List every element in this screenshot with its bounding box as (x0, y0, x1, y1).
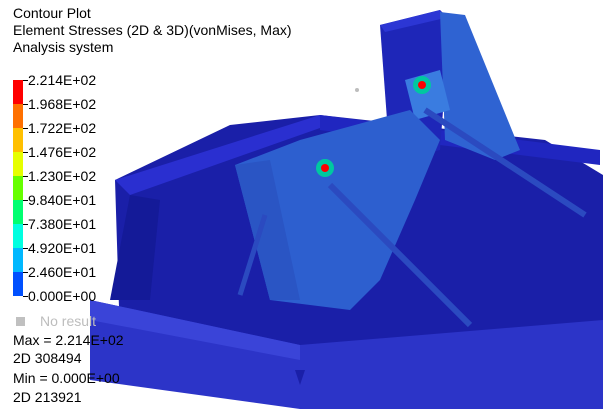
legend-tick-mark (23, 248, 28, 249)
legend-tick-mark (23, 176, 28, 177)
legend-swatch (13, 248, 23, 272)
analysis-system-label: Analysis system (13, 39, 114, 55)
legend-swatch (13, 80, 23, 104)
legend-tick-label: 1.722E+02 (28, 120, 97, 136)
legend-swatch (13, 152, 23, 176)
no-result-swatch (16, 317, 25, 326)
legend-swatch (13, 200, 23, 224)
legend-tick-label: 4.920E+01 (28, 240, 97, 256)
legend-swatch (13, 128, 23, 152)
legend-swatch (13, 224, 23, 248)
legend-swatch (13, 176, 23, 200)
legend-tick-mark (23, 296, 28, 297)
tray-front-lip (90, 300, 300, 360)
tray-inner-wall (110, 195, 160, 300)
legend-tick-label: 9.840E+01 (28, 192, 97, 208)
legend-tick-mark (23, 80, 28, 81)
legend-tick-mark (23, 224, 28, 225)
tower-top (380, 10, 445, 32)
legend-tick-label: 0.000E+00 (28, 288, 97, 304)
min-value: Min = 0.000E+00 (13, 370, 120, 386)
legend-swatch (13, 104, 23, 128)
legend-tick-label: 1.230E+02 (28, 168, 97, 184)
legend-tick-label: 2.214E+02 (28, 72, 97, 88)
max-value: Max = 2.214E+02 (13, 332, 124, 348)
hotspot-lower (321, 164, 329, 172)
plot-subtitle: Element Stresses (2D & 3D)(vonMises, Max… (13, 22, 292, 38)
view-center-dot (355, 88, 359, 92)
no-result-label: No result (40, 313, 97, 329)
legend-tick-mark (23, 152, 28, 153)
right-gusset-panel (440, 12, 520, 160)
tray-back-rim (115, 115, 320, 195)
max-element: 2D 308494 (13, 350, 82, 366)
legend-tick-label: 1.968E+02 (28, 96, 97, 112)
tray-foot (295, 370, 305, 385)
tray-front-wall (90, 300, 603, 409)
legend-tick-label: 1.476E+02 (28, 144, 97, 160)
legend-tick-label: 2.460E+01 (28, 264, 97, 280)
legend-tick-mark (23, 128, 28, 129)
brace-2 (423, 107, 587, 218)
plot-title: Contour Plot (13, 5, 91, 21)
legend-swatch (13, 272, 23, 296)
legend-tick-mark (23, 272, 28, 273)
panel-edge (235, 160, 300, 300)
legend-tick-mark (23, 200, 28, 201)
hotspot-upper (418, 81, 426, 89)
min-element: 2D 213921 (13, 389, 82, 405)
legend-tick-mark (23, 104, 28, 105)
brace-3 (237, 214, 268, 296)
brace-1 (327, 182, 473, 328)
legend-tick-label: 7.380E+01 (28, 216, 97, 232)
